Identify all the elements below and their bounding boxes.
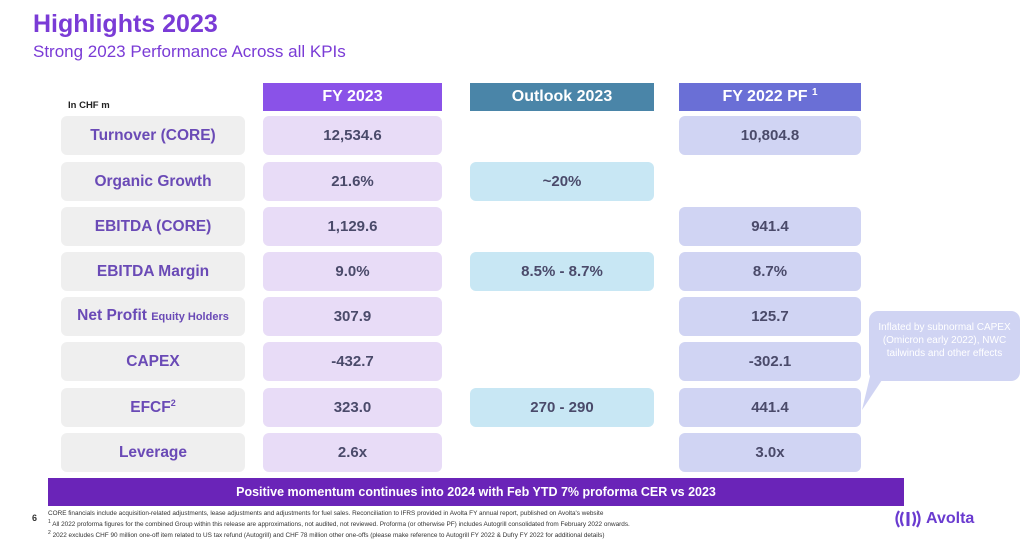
row-label: Organic Growth: [61, 162, 245, 201]
fy2023-value: 307.9: [263, 297, 442, 336]
fy2023-value: -432.7: [263, 342, 442, 381]
callout-tail: [862, 368, 890, 410]
column-header-outlook-label: Outlook 2023: [511, 88, 613, 105]
fy2022-value: 125.7: [679, 297, 861, 336]
fy2022-value: 3.0x: [679, 433, 861, 472]
column-header-fy2022-label: FY 2022 PF: [722, 88, 808, 105]
row-label-small: Equity Holders: [151, 311, 229, 323]
outlook-value: 8.5% - 8.7%: [470, 252, 654, 291]
footnote-ref-1: 1: [811, 86, 818, 98]
fy2023-value: 12,534.6: [263, 116, 442, 155]
page-subtitle: Strong 2023 Performance Across all KPIs: [33, 42, 346, 61]
column-header-fy2022: FY 2022 PF 1: [679, 83, 861, 111]
avolta-logo: Avolta: [893, 508, 974, 530]
avolta-logo-text: Avolta: [926, 510, 975, 527]
fy2022-value: 8.7%: [679, 252, 861, 291]
fy2022-value: -302.1: [679, 342, 861, 381]
column-header-fy2023: FY 2023: [263, 83, 442, 111]
row-label: EBITDA (CORE): [61, 207, 245, 246]
fy2023-value: 2.6x: [263, 433, 442, 472]
page-title: Highlights 2023: [33, 10, 218, 38]
fy2022-value: 441.4: [679, 388, 861, 427]
fy2022-value: 941.4: [679, 207, 861, 246]
footnotes: CORE financials include acquisition-rela…: [48, 510, 848, 540]
footnote-ref-2: 2: [170, 398, 176, 408]
fy2023-value: 1,129.6: [263, 207, 442, 246]
page-number: 6: [32, 513, 38, 523]
callout-bubble: Inflated by subnormal CAPEX (Omicron ear…: [869, 311, 1020, 381]
footnote-core: CORE financials include acquisition-rela…: [48, 510, 604, 517]
row-label: EFCF 2: [61, 388, 245, 427]
fy2023-value: 323.0: [263, 388, 442, 427]
row-label: Net Profit Equity Holders: [61, 297, 245, 336]
unit-label: In CHF m: [68, 100, 110, 111]
fy2022-value: 10,804.8: [679, 116, 861, 155]
avolta-logo-icon: [895, 510, 921, 528]
outlook-value: ~20%: [470, 162, 654, 201]
footnote-2: 2 2022 excludes CHF 90 million one-off i…: [48, 530, 605, 540]
row-label: CAPEX: [61, 342, 245, 381]
column-header-fy2023-label: FY 2023: [322, 88, 383, 105]
row-label: Leverage: [61, 433, 245, 472]
column-header-outlook: Outlook 2023: [470, 83, 654, 111]
outlook-value: 270 - 290: [470, 388, 654, 427]
fy2023-value: 9.0%: [263, 252, 442, 291]
footnote-1: 1 All 2022 proforma figures for the comb…: [48, 519, 630, 529]
banner: Positive momentum continues into 2024 wi…: [48, 478, 904, 506]
row-label: Turnover (CORE): [61, 116, 245, 155]
row-label: EBITDA Margin: [61, 252, 245, 291]
fy2023-value: 21.6%: [263, 162, 442, 201]
